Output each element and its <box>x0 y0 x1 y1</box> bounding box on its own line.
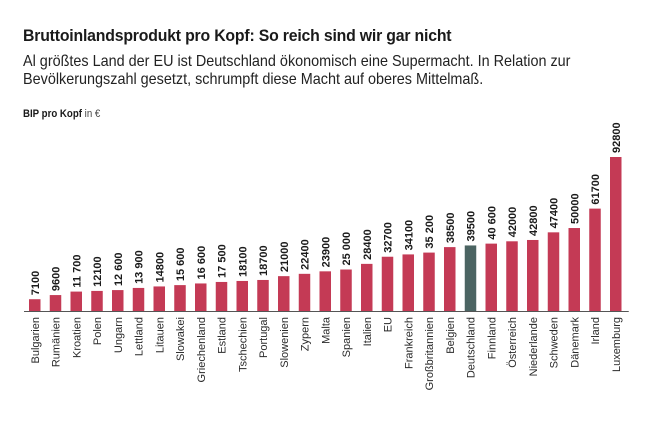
chart-title: Bruttoinlandsprodukt pro Kopf: So reich … <box>23 26 452 45</box>
bar-griechenland <box>195 283 207 311</box>
bar-schweden <box>547 232 560 311</box>
value-label-belgien: 38500 <box>445 213 457 244</box>
value-label-portugal: 18700 <box>258 245 270 276</box>
category-label-slowakei: Slowakei <box>175 317 187 361</box>
unit-label-bold: BIP pro Kopf <box>23 108 82 120</box>
value-label-frankreich: 34100 <box>403 220 415 251</box>
value-label-bulgarien: 7100 <box>30 271 42 295</box>
category-label-lettland: Lettland <box>134 317 146 356</box>
category-label-portugal: Portugal <box>258 317 270 358</box>
value-label-finnland: 40 600 <box>486 206 498 240</box>
bar-bulgarien <box>29 299 41 311</box>
bar-frankreich <box>402 254 414 311</box>
value-label-niederlande: 42800 <box>528 205 540 236</box>
bar-niederlande <box>527 239 539 311</box>
value-label-griechenland: 16 600 <box>196 246 208 280</box>
category-label-spanien: Spanien <box>341 317 353 357</box>
value-label-rumanien: 9600 <box>51 267 63 291</box>
category-label-malta: Malta <box>320 316 332 344</box>
value-label-grossbritannien: 35 200 <box>424 215 436 249</box>
value-label-luxemburg: 92800 <box>611 122 623 153</box>
bar-litauen <box>153 286 165 311</box>
bar-polen <box>91 290 103 311</box>
bar-grossbritannien <box>423 252 435 311</box>
value-label-osterreich: 42000 <box>507 207 519 238</box>
bar-osterreich <box>506 241 518 311</box>
value-label-lettland: 13 900 <box>134 250 146 284</box>
category-label-griechenland: Griechenland <box>196 317 208 382</box>
category-labels-group: Bulgarien Rumänien Kroatien Polen Ungarn Lett… <box>30 316 623 390</box>
category-label-bulgarien: Bulgarien <box>30 317 42 363</box>
category-label-eu: EU <box>383 317 395 332</box>
bar-slowenien <box>278 276 290 311</box>
bar-estland <box>215 281 228 311</box>
value-label-slowenien: 21000 <box>279 242 291 273</box>
y-axis-unit-label: BIP pro Kopf in € <box>23 108 100 120</box>
bar-zypern <box>298 273 311 311</box>
bar-slowakei <box>174 285 186 311</box>
category-label-litauen: Litauen <box>154 317 166 353</box>
bar-rumanien <box>49 295 62 311</box>
category-label-tschechien: Tschechien <box>237 317 249 372</box>
category-label-deutschland: Deutschland <box>466 317 478 378</box>
category-label-italien: Italien <box>362 317 374 346</box>
category-label-frankreich: Frankreich <box>403 317 415 369</box>
bar-spanien <box>340 269 352 311</box>
value-label-tschechien: 18100 <box>237 246 249 277</box>
category-label-danemark: Dänemark <box>569 317 581 368</box>
category-label-polen: Polen <box>92 317 104 345</box>
bar-luxemburg <box>610 157 622 311</box>
category-label-rumanien: Rumänien <box>51 317 63 367</box>
category-label-niederlande: Niederlande <box>528 317 540 376</box>
category-label-estland: Estland <box>217 317 229 354</box>
bar-kroatien <box>70 291 82 311</box>
category-label-kroatien: Kroatien <box>71 317 83 358</box>
bar-belgien <box>444 247 456 311</box>
value-label-spanien: 25 000 <box>341 232 353 266</box>
bar-portugal <box>257 279 269 311</box>
bar-lettland <box>132 287 145 311</box>
value-label-ungarn: 12 600 <box>113 252 125 286</box>
bar-malta <box>319 271 331 311</box>
bar-italien <box>361 263 373 311</box>
value-label-malta: 23900 <box>320 237 332 268</box>
category-label-schweden: Schweden <box>549 317 561 368</box>
bar-danemark <box>568 228 580 311</box>
bar-finnland <box>485 243 497 311</box>
value-label-zypern: 22400 <box>300 239 312 270</box>
bar-eu <box>381 256 394 311</box>
value-label-danemark: 50000 <box>569 193 581 224</box>
value-label-slowakei: 15 600 <box>175 247 187 281</box>
value-labels-group: 7100 9600 11 700 12100 12 600 13 900 14800 15 6… <box>30 122 623 295</box>
value-label-deutschland: 39500 <box>466 211 478 242</box>
bar-tschechien <box>236 280 248 311</box>
category-label-zypern: Zypern <box>300 317 312 351</box>
value-label-schweden: 47400 <box>549 198 561 229</box>
category-label-osterreich: Österreich <box>507 317 519 368</box>
unit-label-light: in € <box>84 108 101 120</box>
category-label-finnland: Finnland <box>486 317 498 359</box>
category-label-ungarn: Ungarn <box>113 317 125 353</box>
bars-group <box>29 157 622 311</box>
bar-deutschland <box>464 245 477 311</box>
value-label-polen: 12100 <box>92 256 104 287</box>
category-label-luxemburg: Luxemburg <box>611 317 623 372</box>
value-label-italien: 28400 <box>362 229 374 260</box>
category-label-slowenien: Slowenien <box>279 317 291 368</box>
category-label-grossbritannien: Großbritannien <box>424 317 436 390</box>
value-label-eu: 32700 <box>383 222 395 253</box>
value-label-kroatien: 11 700 <box>71 255 83 288</box>
value-label-litauen: 14800 <box>154 252 166 283</box>
bar-ungarn <box>112 290 124 311</box>
category-label-belgien: Belgien <box>445 317 457 354</box>
bar-irland <box>589 208 601 311</box>
chart-subtitle: Al größtes Land der EU ist Deutschland ö… <box>23 53 571 88</box>
value-label-irland: 61700 <box>590 174 602 205</box>
value-label-estland: 17 500 <box>217 244 229 278</box>
category-label-irland: Irland <box>590 317 602 345</box>
